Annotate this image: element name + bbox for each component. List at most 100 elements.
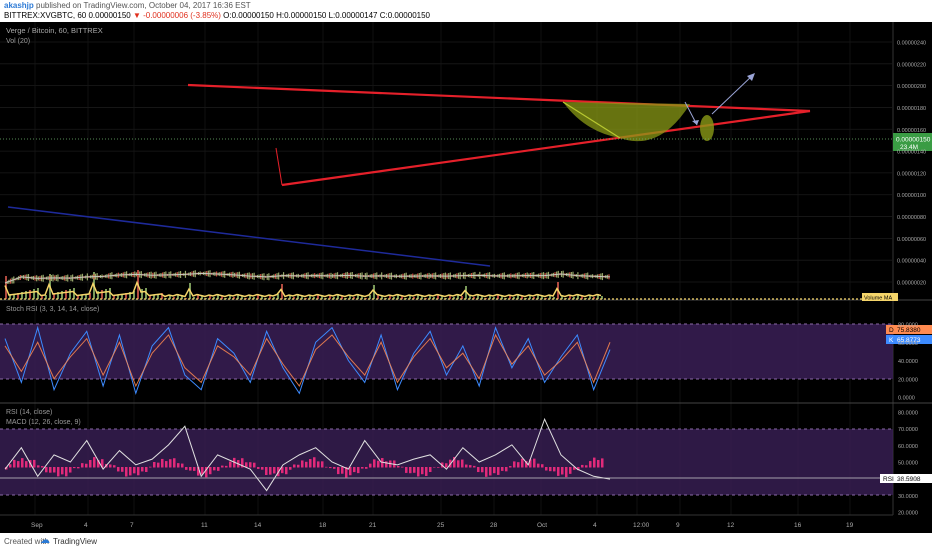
volume-bar xyxy=(253,297,255,299)
volume-bar xyxy=(105,289,107,299)
macd-bar xyxy=(541,464,544,468)
volume-bar xyxy=(317,294,319,299)
macd-bar xyxy=(581,464,584,468)
volume-bar xyxy=(501,296,503,299)
price-pane-title: Verge / Bitcoin, 60, BITTREX xyxy=(6,26,103,35)
volume-ma-tag xyxy=(862,293,898,301)
volume-bar xyxy=(321,296,323,299)
macd-bar xyxy=(81,463,84,468)
macd-bar xyxy=(373,459,376,468)
macd-bar xyxy=(297,464,300,468)
macd-bar xyxy=(253,462,256,468)
macd-bar xyxy=(301,460,304,468)
macd-bar xyxy=(145,467,148,472)
stoch-tick-label: 80.0000 xyxy=(898,323,918,329)
rsi-tick-label: 60.0000 xyxy=(898,444,918,450)
volume-bar xyxy=(441,296,443,299)
volume-bar xyxy=(217,294,219,299)
volume-bar xyxy=(233,297,235,299)
volume-bar xyxy=(529,295,531,299)
author-link[interactable]: akashjp xyxy=(4,1,34,10)
macd-bar xyxy=(9,464,12,468)
rsi-tick-label: 70.0000 xyxy=(898,427,918,433)
stoch-y-ticks: 80.0000 60.0000 40.0000 20.0000 0.0000 xyxy=(898,323,918,402)
volume-bar xyxy=(201,296,203,299)
macd-bar xyxy=(293,464,296,468)
rsi-tag xyxy=(880,474,932,483)
volume-bar xyxy=(421,296,423,299)
stoch-band xyxy=(0,324,893,379)
macd-bar xyxy=(241,458,244,468)
macd-bar xyxy=(553,467,556,472)
macd-bar xyxy=(213,467,216,471)
volume-bar xyxy=(221,296,223,299)
macd-bar xyxy=(337,467,340,475)
volume-bar xyxy=(597,294,599,299)
macd-bar xyxy=(41,466,44,468)
chart-canvas[interactable]: 0.00000150 23.4M Volume MA D 75.8380 K 6… xyxy=(0,22,932,533)
volume-bar xyxy=(349,295,351,299)
volume-bar xyxy=(573,297,575,299)
volume-bar xyxy=(553,297,555,299)
macd-bar xyxy=(185,467,188,470)
rsi-tick-label: 30.0000 xyxy=(898,494,918,500)
macd-bar xyxy=(401,466,404,468)
rsi-tick-label: 50.0000 xyxy=(898,461,918,467)
macd-bar xyxy=(221,465,224,468)
macd-bar xyxy=(465,464,468,468)
macd-bar xyxy=(97,460,100,468)
macd-bar xyxy=(565,467,568,478)
stoch-tick-label: 60.0000 xyxy=(898,341,918,347)
stoch-tick-label: 0.0000 xyxy=(898,396,915,402)
x-tick-label: Oct xyxy=(537,522,547,529)
rsi-tick-label: 40.0000 xyxy=(898,477,918,483)
volume-bar xyxy=(489,295,491,299)
volume-bar xyxy=(65,290,67,299)
macd-bar xyxy=(209,467,212,475)
published-text: published on TradingView.com, October 04… xyxy=(36,1,251,10)
volume-bar xyxy=(361,296,363,299)
stoch-tick-label: 40.0000 xyxy=(898,359,918,365)
macd-bar xyxy=(61,467,64,475)
macd-bar xyxy=(25,461,28,468)
arrowhead-down xyxy=(692,120,699,125)
volume-ma-label: Volume MA xyxy=(864,296,892,302)
price-tick-label: 0.00000200 xyxy=(897,84,926,90)
volume-bar xyxy=(229,295,231,299)
volume-bar xyxy=(377,294,379,299)
volume-bar xyxy=(125,293,127,299)
stoch-d-tag xyxy=(886,325,932,334)
price-tick-label: 0.00000040 xyxy=(897,259,926,265)
volume-bar xyxy=(157,294,159,299)
handle-pattern xyxy=(700,115,714,141)
volume-bar xyxy=(77,296,79,299)
volume-bar xyxy=(477,294,479,299)
stoch-d-line xyxy=(4,333,611,388)
trendline-tick xyxy=(275,147,283,186)
volume-bar xyxy=(25,291,27,299)
volume-bar xyxy=(113,296,115,299)
price-tick-label: 0.00000240 xyxy=(897,41,926,47)
macd-bar xyxy=(461,459,464,468)
stoch-pane-title: Stoch RSI (3, 3, 14, 14, close) xyxy=(6,306,99,313)
macd-bar xyxy=(341,467,344,474)
tradingview-brand[interactable]: TradingView xyxy=(53,537,98,546)
macd-bar xyxy=(117,467,120,472)
volume-bar xyxy=(133,291,135,299)
macd-bar xyxy=(289,467,292,470)
rsi-tag-letter: RSI xyxy=(883,476,894,483)
macd-bar xyxy=(485,467,488,477)
macd-bar xyxy=(17,461,20,468)
macd-bar xyxy=(589,461,592,468)
macd-bar xyxy=(577,467,580,471)
macd-bar xyxy=(309,459,312,468)
rsi-pane-title: RSI (14, close) xyxy=(6,409,52,416)
macd-bar xyxy=(505,467,508,472)
volume-bar xyxy=(237,294,239,299)
macd-bar xyxy=(21,458,24,468)
volume-tag xyxy=(893,142,932,151)
volume-bar xyxy=(241,296,243,299)
volume-bar xyxy=(193,297,195,299)
volume-ma-line xyxy=(4,280,602,298)
stoch-k-letter: K xyxy=(889,337,894,344)
